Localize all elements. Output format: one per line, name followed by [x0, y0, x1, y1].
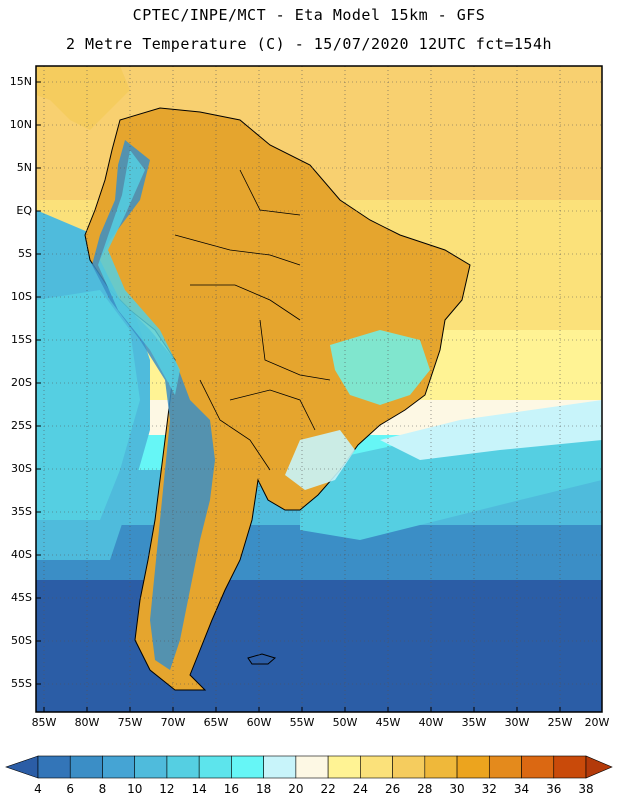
title-line-2: 2 Metre Temperature (C) - 15/07/2020 12U…	[65, 35, 553, 53]
colorbar-label: 18	[256, 782, 272, 796]
colorbar-cell	[231, 755, 264, 779]
map-frame	[35, 65, 603, 713]
lat-label: 20S	[11, 376, 32, 389]
colorbar-cell	[134, 755, 168, 779]
colorbar-cell	[521, 755, 555, 779]
lat-label: 30S	[11, 462, 32, 475]
central-america	[36, 66, 130, 130]
colorbar-cell	[327, 755, 361, 779]
colorbar-label: 6	[66, 782, 75, 796]
colorbar-cell	[424, 755, 458, 779]
lon-label: 85W	[31, 716, 57, 729]
colorbar-label: 8	[98, 782, 107, 796]
lon-label: 40W	[418, 716, 444, 729]
colorbar-label: 38	[578, 782, 594, 796]
colorbar-arrow-left	[5, 755, 39, 779]
band-cold-mid	[36, 525, 602, 585]
colorbar-cell	[69, 755, 103, 779]
lon-label: 55W	[289, 716, 315, 729]
colorbar-cell	[488, 755, 522, 779]
title-line-1: CPTEC/INPE/MCT - Eta Model 15km - GFS	[132, 6, 486, 24]
south-cool-patch	[285, 430, 355, 490]
lon-label: 30W	[504, 716, 530, 729]
lon-label: 45W	[375, 716, 401, 729]
lat-label: 5S	[18, 247, 32, 260]
lat-label: 10S	[11, 290, 32, 303]
lat-label: 35S	[11, 505, 32, 518]
lon-label: 35W	[461, 716, 487, 729]
lat-label: 40S	[11, 548, 32, 561]
lon-label: 50W	[332, 716, 358, 729]
colorbar-label: 30	[449, 782, 465, 796]
colorbar-label: 28	[417, 782, 433, 796]
colorbar-cell	[263, 755, 297, 779]
lon-label: 20W	[584, 716, 610, 729]
lon-label: 70W	[160, 716, 186, 729]
pacific-cool-inner	[36, 290, 140, 520]
atlantic-pale-plume	[380, 400, 602, 460]
lat-label: 55S	[11, 677, 32, 690]
country-borders	[174, 169, 331, 471]
lat-label: EQ	[16, 204, 32, 217]
colorbar-label: 16	[223, 782, 240, 796]
colorbar-arrow-right	[585, 755, 613, 779]
colorbar-cell	[392, 755, 426, 779]
lat-label: 15N	[9, 75, 32, 88]
lon-label: 80W	[74, 716, 100, 729]
colorbar-cell	[37, 755, 71, 779]
colorbar-label: 26	[384, 782, 401, 796]
colorbar-cell	[553, 755, 587, 779]
colorbar-label: 12	[159, 782, 175, 796]
band-cold-deep	[36, 580, 602, 712]
colorbar-label: 34	[513, 782, 530, 796]
lon-label: 25W	[547, 716, 573, 729]
lat-label: 50S	[11, 634, 32, 647]
lat-label: 10N	[9, 118, 32, 131]
lat-label: 15S	[11, 333, 32, 346]
lat-label: 25S	[11, 419, 32, 432]
colorbar-label: 36	[546, 782, 562, 796]
falklands	[247, 653, 277, 665]
colorbar-cell	[456, 755, 490, 779]
colorbar-label: 32	[481, 782, 497, 796]
lon-label: 75W	[117, 716, 143, 729]
colorbar-label: 4	[34, 782, 42, 796]
colorbar-cell	[102, 755, 136, 779]
atlantic-warm-plume	[300, 420, 602, 540]
colorbar-label: 14	[191, 782, 207, 796]
lon-label: 60W	[246, 716, 272, 729]
andes-cool-strip	[92, 140, 215, 670]
colorbar-label: 20	[288, 782, 304, 796]
colorbar-cell	[198, 755, 232, 779]
colorbar-cell	[166, 755, 200, 779]
colorbar-label: 24	[352, 782, 368, 796]
lat-label: 45S	[11, 591, 32, 604]
lon-label: 65W	[203, 716, 229, 729]
colorbar-label: 22	[320, 782, 336, 796]
colorbar-cell	[295, 755, 329, 779]
southeast-cool-patch	[330, 330, 430, 405]
axis-ticks	[36, 81, 561, 712]
lat-label: 5N	[16, 161, 32, 174]
colorbar-label: 10	[127, 782, 143, 796]
andes-warm-edge	[98, 150, 180, 395]
colorbar-cell	[360, 755, 393, 779]
